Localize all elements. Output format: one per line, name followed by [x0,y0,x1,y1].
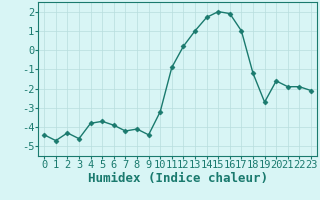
X-axis label: Humidex (Indice chaleur): Humidex (Indice chaleur) [88,172,268,185]
